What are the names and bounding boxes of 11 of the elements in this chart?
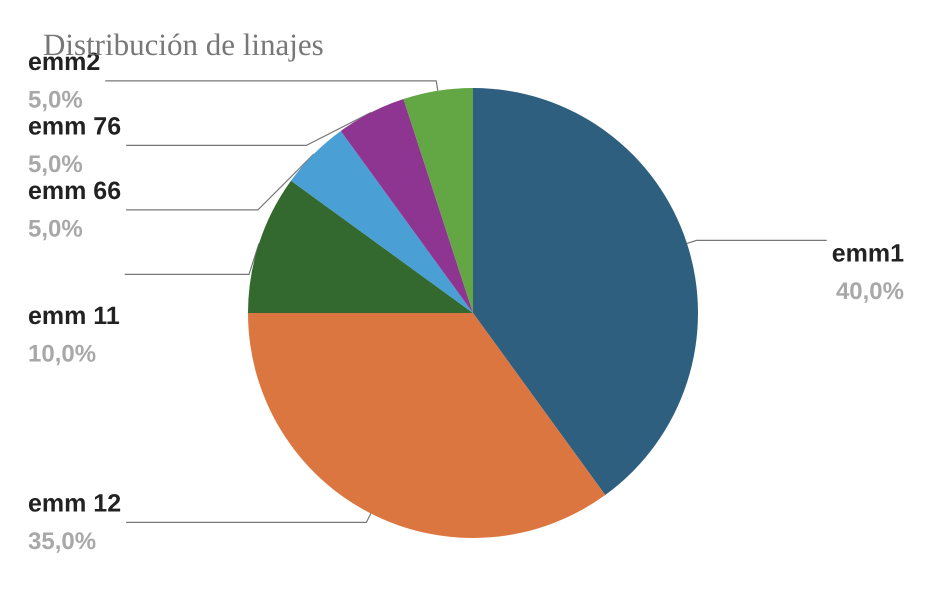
data-label: 5,0% xyxy=(28,86,83,114)
slice-label: emm 66 xyxy=(28,176,122,205)
slice-label: emm 11 xyxy=(28,302,120,330)
data-label: 5,0% xyxy=(28,150,83,178)
data-label: 35,0% xyxy=(28,528,96,555)
data-label: 10,0% xyxy=(28,340,96,368)
data-label: 40,0% xyxy=(836,278,904,305)
slice-label: emm 12 xyxy=(28,489,122,518)
data-label: 5,0% xyxy=(28,215,83,242)
slice-label: emm 76 xyxy=(28,112,122,140)
slice-label: emm1 xyxy=(832,239,904,268)
